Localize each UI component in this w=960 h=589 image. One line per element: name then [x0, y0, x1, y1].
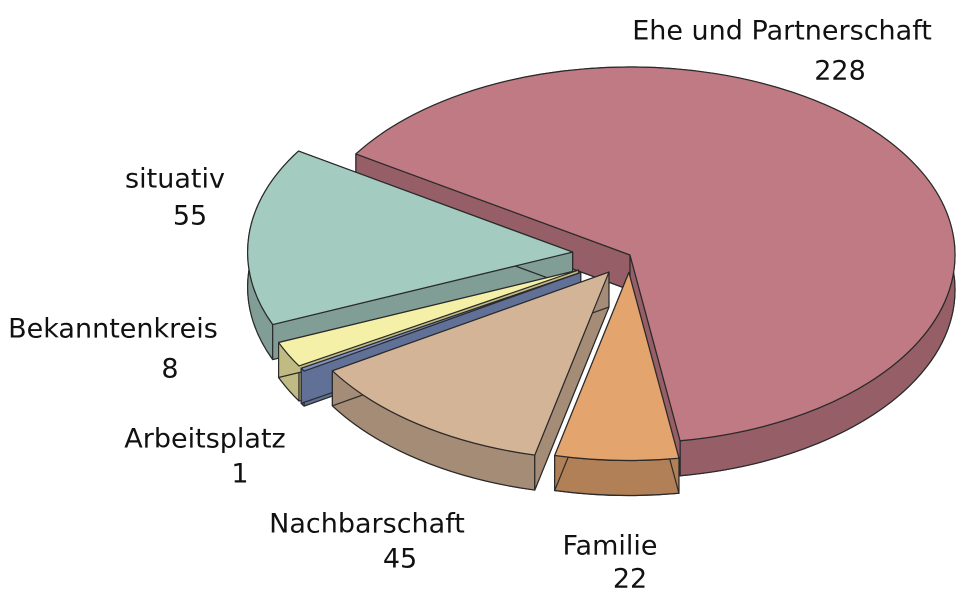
- slice-top: [277, 269, 580, 367]
- slice-label: Arbeitsplatz: [124, 424, 285, 455]
- slice-label: Ehe und Partnerschaft: [632, 16, 932, 47]
- slice-label: situativ: [125, 164, 225, 195]
- slice-value: 22: [613, 564, 647, 589]
- slice: [331, 271, 610, 491]
- slice-label: Nachbarschaft: [269, 509, 465, 540]
- slice-top: [331, 271, 610, 456]
- slice: [247, 150, 574, 361]
- slice-label: Bekanntenkreis: [8, 314, 218, 345]
- slice-value: 1: [231, 459, 248, 490]
- slice: [554, 271, 680, 497]
- slice-value: 8: [161, 354, 178, 385]
- slice-top: [355, 66, 956, 442]
- slice-value: 55: [173, 201, 207, 232]
- slice-value: 228: [814, 56, 866, 87]
- slice-top: [247, 150, 574, 326]
- slice: [355, 66, 956, 477]
- slice-top: [554, 271, 680, 462]
- slice-top: [300, 271, 582, 372]
- slice-label: Familie: [562, 531, 657, 562]
- slice-value: 45: [383, 544, 417, 575]
- slice-wall: [554, 454, 680, 497]
